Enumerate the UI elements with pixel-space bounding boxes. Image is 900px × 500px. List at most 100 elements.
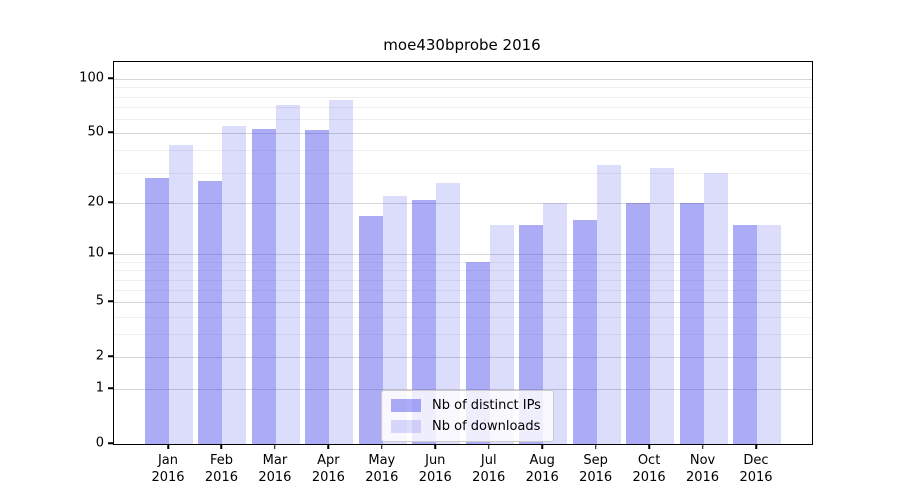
plot-area: Nb of distinct IPs Nb of downloads (113, 61, 813, 445)
x-tick-mark (327, 444, 330, 449)
x-tick-label: Mar 2016 (258, 452, 291, 486)
x-tick-mark (434, 444, 437, 449)
bar-distinct-ips (305, 130, 330, 444)
y-tick-mark (108, 77, 113, 79)
bar-distinct-ips (733, 224, 757, 444)
x-tick-month: Jan (157, 453, 179, 468)
bar-distinct-ips (572, 220, 597, 444)
x-tick-month: Sep (583, 453, 608, 468)
minor-gridline (114, 290, 812, 292)
x-tick-mark (755, 444, 757, 449)
legend-swatch-distinct-ips (391, 399, 421, 412)
y-tick-label: 0 (95, 435, 104, 451)
x-tick-label: Aug 2016 (526, 452, 559, 486)
minor-gridline (114, 334, 812, 336)
y-axis: 100 50 20 10 5 2 1 0 (0, 61, 113, 451)
bar-downloads (596, 165, 621, 444)
x-tick-month: Jul (480, 453, 497, 468)
x-tick-year: 2016 (525, 470, 559, 485)
major-gridline (114, 389, 812, 391)
x-tick-mark (648, 444, 650, 449)
x-tick-year: 2016 (472, 470, 506, 485)
x-tick-label: Apr 2016 (312, 452, 345, 486)
minor-gridline (114, 119, 812, 121)
x-tick-year: 2016 (365, 470, 399, 485)
x-tick-label: Jan 2016 (151, 452, 184, 486)
bar-distinct-ips (626, 203, 651, 444)
y-tick-label: 20 (87, 194, 104, 210)
y-tick-mark (108, 252, 113, 255)
legend-label-downloads: Nb of downloads (432, 419, 541, 434)
y-tick-label: 50 (87, 124, 104, 140)
y-tick-mark (108, 355, 113, 357)
major-gridline (114, 133, 812, 135)
bar-downloads (169, 144, 193, 444)
x-tick-label: Feb 2016 (205, 452, 238, 486)
x-tick-mark (594, 444, 597, 449)
y-tick-mark (108, 131, 113, 133)
x-tick-month: Nov (689, 453, 716, 468)
x-tick-label: Oct 2016 (633, 452, 666, 486)
y-tick-label: 2 (95, 348, 104, 364)
x-tick-month: Dec (743, 453, 769, 468)
minor-gridline (114, 96, 812, 98)
x-tick-year: 2016 (418, 470, 452, 485)
x-tick-mark (274, 444, 276, 449)
x-tick-month: May (368, 453, 396, 468)
x-tick-mark (541, 444, 543, 449)
legend-item-downloads: Nb of downloads (391, 419, 541, 434)
x-tick-year: 2016 (258, 470, 292, 485)
bar-distinct-ips (198, 180, 223, 444)
y-tick-mark (108, 442, 113, 444)
bar-distinct-ips (145, 177, 169, 444)
y-tick-label: 1 (95, 380, 104, 396)
bar-downloads (757, 224, 781, 444)
x-tick-year: 2016 (311, 470, 345, 485)
bar-downloads (329, 99, 354, 444)
legend-label-distinct-ips: Nb of distinct IPs (432, 398, 541, 413)
y-tick-label: 5 (95, 293, 104, 309)
x-tick-mark (701, 444, 704, 449)
x-tick-label: Nov 2016 (686, 452, 719, 486)
major-gridline (114, 203, 812, 205)
x-tick-month: Aug (529, 453, 555, 468)
x-tick-label: May 2016 (365, 452, 398, 486)
x-tick-label: Dec 2016 (739, 452, 772, 486)
x-tick-year: 2016 (685, 470, 720, 485)
x-tick-month: Jun (425, 453, 446, 468)
y-tick-label: 100 (79, 70, 104, 86)
x-tick-month: Oct (637, 453, 661, 468)
bar-downloads (703, 172, 728, 444)
bar-distinct-ips (251, 128, 276, 444)
legend-item-distinct-ips: Nb of distinct IPs (391, 398, 541, 413)
minor-gridline (114, 87, 812, 89)
x-tick-label: Jul 2016 (472, 452, 505, 486)
bar-downloads (650, 167, 675, 444)
minor-gridline (114, 172, 812, 174)
x-tick-label: Jun 2016 (419, 452, 452, 486)
y-tick-mark (108, 201, 113, 204)
bar-distinct-ips (679, 203, 704, 444)
minor-gridline (114, 316, 812, 318)
x-tick-label: Sep 2016 (579, 452, 612, 486)
bar-downloads (275, 104, 300, 444)
x-axis: Jan 2016 Feb 2016 Mar 2016 Apr 2016 May 2016 Jun 20… (113, 443, 811, 498)
x-tick-mark (487, 444, 490, 449)
y-tick-label: 10 (87, 245, 104, 261)
bar-distinct-ips (358, 215, 383, 444)
chart-title: moe430bprobe 2016 (383, 36, 541, 54)
minor-gridline (114, 270, 812, 272)
x-tick-mark (381, 444, 383, 449)
minor-gridline (114, 107, 812, 109)
x-tick-year: 2016 (579, 470, 613, 485)
major-gridline (114, 79, 812, 81)
major-gridline (114, 254, 812, 256)
x-tick-month: Apr (317, 453, 340, 468)
x-tick-year: 2016 (739, 470, 773, 485)
bar-downloads (222, 125, 247, 444)
x-tick-year: 2016 (632, 470, 666, 485)
major-gridline (114, 357, 812, 359)
minor-gridline (114, 279, 812, 281)
x-tick-month: Mar (262, 453, 288, 468)
